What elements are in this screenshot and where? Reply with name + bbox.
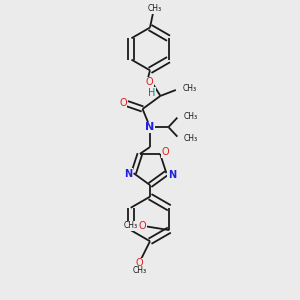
Text: H: H	[148, 88, 155, 98]
Text: CH₃: CH₃	[182, 84, 197, 93]
Text: O: O	[136, 258, 143, 268]
Text: N: N	[146, 122, 154, 132]
Text: O: O	[119, 98, 127, 108]
Text: CH₃: CH₃	[124, 221, 138, 230]
Text: O: O	[138, 221, 146, 231]
Text: O: O	[162, 147, 169, 158]
Text: CH₃: CH₃	[183, 134, 197, 142]
Text: O: O	[146, 77, 153, 87]
Text: CH₃: CH₃	[133, 266, 147, 275]
Text: CH₃: CH₃	[183, 112, 197, 121]
Text: N: N	[124, 169, 132, 179]
Text: CH₃: CH₃	[147, 4, 161, 13]
Text: N: N	[168, 169, 176, 180]
